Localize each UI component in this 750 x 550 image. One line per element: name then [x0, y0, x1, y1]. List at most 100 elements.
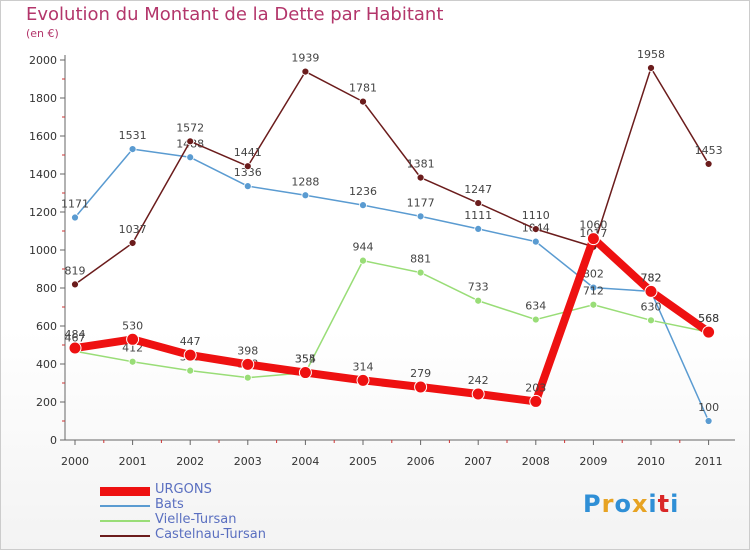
data-point	[128, 239, 137, 247]
data-point	[416, 173, 425, 182]
data-point	[704, 417, 713, 425]
data-label: 467	[65, 331, 86, 344]
data-label: 1531	[119, 129, 147, 142]
data-label: 354	[295, 353, 316, 366]
proxiti-logo: Proxiti	[583, 490, 680, 518]
x-tick-label: 2007	[464, 455, 492, 468]
data-label: 881	[410, 253, 431, 266]
legend-swatch	[100, 486, 150, 496]
legend-item: URGONS	[100, 482, 400, 498]
data-label: 1171	[61, 198, 89, 211]
data-label: 1453	[695, 144, 723, 157]
y-tick-label: 400	[36, 358, 57, 371]
x-tick-label: 2000	[61, 455, 89, 468]
series-line-bats	[74, 148, 710, 422]
data-point	[128, 145, 137, 154]
data-point	[301, 67, 310, 76]
x-tick-label: 2011	[695, 455, 723, 468]
data-point	[71, 213, 79, 222]
legend-item: Vielle-Tursan	[100, 512, 400, 528]
data-point	[586, 232, 600, 246]
x-tick-label: 2009	[579, 455, 607, 468]
y-tick-label: 1000	[29, 244, 57, 257]
data-label: 634	[525, 300, 546, 313]
legend-item: Bats	[100, 497, 400, 513]
data-point	[474, 225, 483, 233]
series-line-urgons	[71, 234, 713, 406]
data-point	[186, 137, 195, 146]
y-tick-label: 600	[36, 320, 57, 333]
data-label: 1381	[407, 158, 435, 171]
x-tick-label: 2003	[234, 455, 262, 468]
data-label: 1177	[407, 196, 435, 209]
data-label: 203	[525, 381, 546, 394]
x-tick-label: 2002	[176, 455, 204, 468]
series-line-castelnau-tursan	[74, 67, 710, 286]
data-point	[529, 394, 543, 408]
data-label: 1247	[464, 183, 492, 196]
series-line-vielle-tursan	[74, 259, 710, 379]
data-label: 568	[698, 312, 719, 325]
data-label: 1110	[522, 209, 550, 222]
data-label: 1572	[176, 121, 204, 134]
data-label: 1441	[234, 146, 262, 159]
data-point	[243, 162, 252, 171]
data-point	[416, 268, 425, 277]
data-label: 802	[583, 268, 604, 281]
legend-label: URGONS	[155, 482, 212, 497]
data-point	[589, 300, 598, 309]
data-point	[589, 283, 598, 292]
data-label: 398	[237, 344, 258, 357]
data-point	[647, 316, 655, 325]
data-point	[416, 212, 425, 221]
data-point	[471, 387, 485, 401]
data-label: 530	[122, 319, 143, 332]
data-label: 1037	[119, 223, 147, 236]
legend-label: Bats	[155, 497, 184, 512]
legend-swatch	[100, 505, 150, 507]
data-label: 1288	[291, 175, 319, 188]
data-point	[71, 280, 79, 289]
y-tick-label: 1400	[29, 168, 57, 181]
data-point	[186, 366, 195, 375]
data-point	[414, 380, 428, 394]
data-point	[68, 341, 82, 355]
data-label: 314	[353, 360, 374, 373]
data-label: 412	[122, 342, 143, 355]
y-tick-label: 1200	[29, 206, 57, 219]
data-point	[301, 191, 310, 200]
data-point	[704, 160, 713, 168]
legend-swatch	[100, 535, 150, 537]
data-label: 1236	[349, 185, 377, 198]
x-tick-label: 2001	[119, 455, 147, 468]
legend-label: Vielle-Tursan	[155, 512, 237, 527]
data-point	[298, 366, 312, 380]
legend-swatch	[100, 520, 150, 522]
data-point	[531, 237, 540, 246]
data-point	[186, 153, 195, 162]
data-point	[531, 225, 540, 234]
data-label: 279	[410, 367, 431, 380]
chart-title: Evolution du Montant de la Dette par Hab…	[26, 4, 444, 25]
data-label: 712	[583, 285, 604, 298]
data-point	[183, 348, 197, 362]
y-tick-label: 1600	[29, 130, 57, 143]
data-point	[243, 182, 252, 191]
y-tick-label: 2000	[29, 54, 57, 67]
data-label: 733	[468, 281, 489, 294]
data-point	[128, 357, 137, 366]
y-tick-label: 0	[50, 434, 57, 447]
data-point	[126, 332, 140, 346]
data-label: 1781	[349, 82, 377, 95]
legend-item: Castelnau-Tursan	[100, 527, 400, 543]
y-tick-label: 200	[36, 396, 57, 409]
data-point	[647, 64, 655, 72]
data-label: 100	[698, 401, 719, 414]
y-tick-label: 1800	[29, 92, 57, 105]
data-point	[243, 373, 252, 382]
data-label: 1111	[464, 209, 492, 222]
legend-label: Castelnau-Tursan	[155, 527, 266, 542]
data-point	[359, 97, 367, 106]
